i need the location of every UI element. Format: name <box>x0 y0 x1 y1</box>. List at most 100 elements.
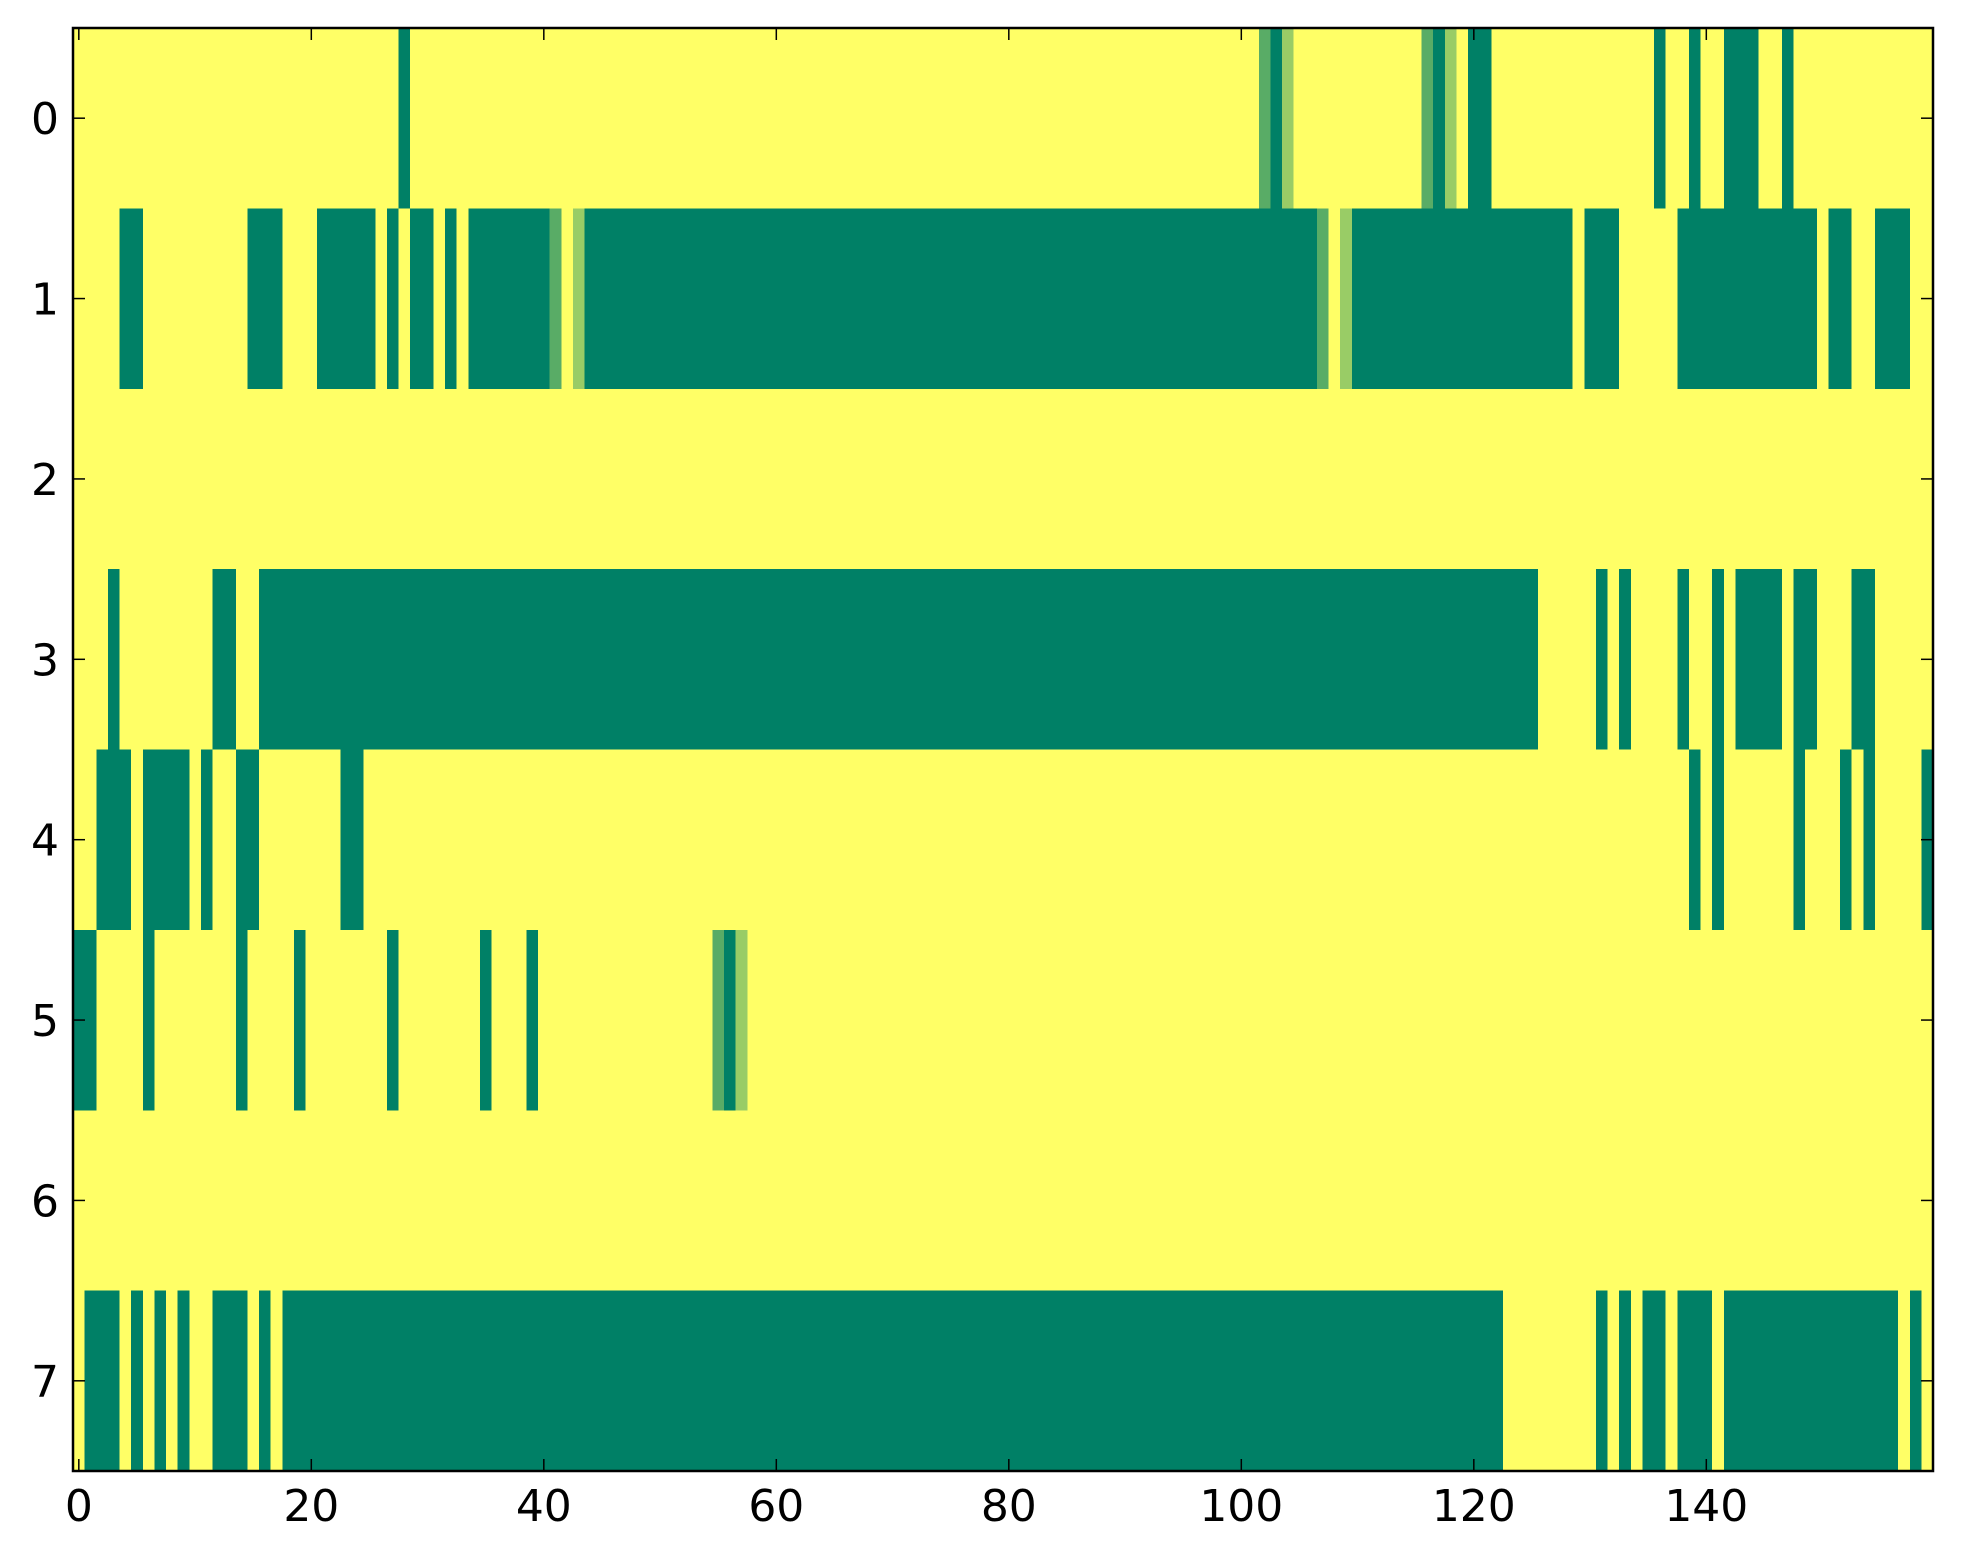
heatmap-cell <box>1003 208 1016 390</box>
heatmap-cell <box>921 749 934 931</box>
heatmap-cell <box>363 208 376 390</box>
heatmap-cell <box>1549 1290 1562 1472</box>
heatmap-cell <box>1712 1290 1725 1472</box>
heatmap-cell <box>1607 388 1620 570</box>
heatmap-cell <box>758 569 772 751</box>
heatmap-cell <box>526 28 539 209</box>
heatmap-cell <box>1433 749 1446 931</box>
heatmap-cell <box>910 1290 923 1472</box>
heatmap-cell <box>1316 28 1330 209</box>
heatmap-cell <box>1654 929 1667 1111</box>
heatmap-cell <box>1409 1290 1423 1472</box>
heatmap-cell <box>1642 208 1655 390</box>
heatmap-cell <box>1479 749 1492 931</box>
heatmap-cell <box>1816 208 1829 390</box>
heatmap-cell <box>1549 28 1562 209</box>
heatmap-cell <box>1630 569 1643 751</box>
heatmap-cell <box>305 929 318 1111</box>
heatmap-cell <box>828 208 841 390</box>
heatmap-cell <box>375 388 388 570</box>
heatmap-cell <box>1723 749 1736 931</box>
heatmap-cell <box>654 929 667 1111</box>
heatmap-cell <box>491 388 504 570</box>
heatmap-cell <box>1084 929 1097 1111</box>
heatmap-cell <box>863 929 876 1111</box>
heatmap-cell <box>933 28 946 209</box>
heatmap-cell <box>224 569 237 751</box>
heatmap-cell <box>1340 28 1353 209</box>
heatmap-cell <box>1096 28 1109 209</box>
heatmap-cell <box>956 569 969 751</box>
heatmap-cell <box>1293 388 1306 570</box>
heatmap-cell <box>572 1110 586 1292</box>
heatmap-cell <box>933 208 946 390</box>
heatmap-cell <box>1305 1290 1318 1472</box>
heatmap-cell <box>1561 28 1574 209</box>
heatmap-cell <box>1328 1110 1341 1292</box>
heatmap-cell <box>1247 388 1260 570</box>
heatmap-cell <box>1119 208 1132 390</box>
heatmap-cell <box>758 388 772 570</box>
heatmap-cell <box>1770 208 1783 390</box>
heatmap-cell <box>1003 929 1016 1111</box>
heatmap-cell <box>177 388 190 570</box>
heatmap-cell <box>433 749 446 931</box>
heatmap-cell <box>1700 1110 1713 1292</box>
heatmap-cell <box>398 28 411 209</box>
heatmap-cell <box>1561 569 1574 751</box>
heatmap-cell <box>1549 388 1562 570</box>
heatmap-cell <box>1200 1290 1213 1472</box>
heatmap-cell <box>119 749 132 931</box>
heatmap-cell <box>154 1110 167 1292</box>
heatmap-cell <box>1177 1110 1190 1292</box>
heatmap-cell <box>1665 1290 1678 1472</box>
heatmap-cell <box>1805 1110 1818 1292</box>
heatmap-cell <box>828 388 841 570</box>
heatmap-cell <box>1049 569 1062 751</box>
heatmap-cell <box>1130 1110 1144 1292</box>
heatmap-cell <box>921 569 934 751</box>
heatmap-cell <box>1258 1290 1271 1472</box>
heatmap-cell <box>1572 1290 1585 1472</box>
heatmap-cell <box>1177 1290 1190 1472</box>
heatmap-cell <box>421 208 434 390</box>
heatmap-cell <box>642 1110 655 1292</box>
heatmap-cell <box>782 28 795 209</box>
heatmap-cell <box>1433 388 1446 570</box>
heatmap-cell <box>665 388 679 570</box>
heatmap-cell <box>1026 569 1039 751</box>
heatmap-cell <box>805 208 818 390</box>
heatmap-cell <box>1084 1110 1097 1292</box>
heatmap-cell <box>793 388 806 570</box>
heatmap-cell <box>910 929 923 1111</box>
heatmap-cell <box>1363 388 1376 570</box>
heatmap-cell <box>991 388 1004 570</box>
heatmap-cell <box>979 208 992 390</box>
heatmap-cell <box>352 1110 365 1292</box>
heatmap-cell <box>1816 749 1829 931</box>
heatmap-cell <box>991 749 1004 931</box>
heatmap-cell <box>1305 28 1318 209</box>
heatmap-cell <box>1863 388 1876 570</box>
heatmap-cell <box>317 208 330 390</box>
heatmap-cell <box>1502 208 1516 390</box>
heatmap-cell <box>1584 569 1597 751</box>
heatmap-cell <box>956 388 969 570</box>
heatmap-cell <box>875 388 888 570</box>
heatmap-cell <box>875 208 888 390</box>
heatmap-cell <box>1700 388 1713 570</box>
heatmap-cell <box>1781 208 1795 390</box>
heatmap-cell <box>479 1290 493 1472</box>
y-tick-label: 1 <box>31 275 59 326</box>
heatmap-cell <box>1096 1290 1109 1472</box>
heatmap-cell <box>1282 569 1295 751</box>
heatmap-cell <box>247 929 260 1111</box>
heatmap-cell <box>875 929 888 1111</box>
heatmap-cell <box>596 749 609 931</box>
heatmap-cell <box>584 28 597 209</box>
heatmap-cell <box>1375 388 1388 570</box>
heatmap-cell <box>410 749 423 931</box>
heatmap-cell <box>1514 28 1527 209</box>
heatmap-cell <box>1909 1110 1922 1292</box>
heatmap-cell <box>1386 388 1399 570</box>
